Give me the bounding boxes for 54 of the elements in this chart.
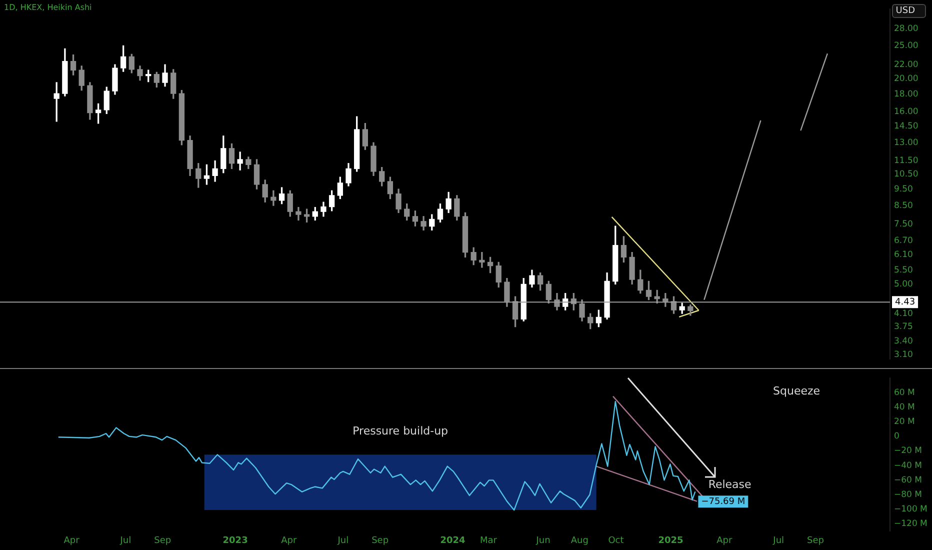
data-label: −75.69 M: [701, 496, 746, 507]
y-tick-label: −20 M: [894, 446, 922, 456]
y-tick-label: 7.50: [894, 219, 913, 230]
y-tick-label: 20.00: [894, 74, 918, 84]
x-tick-label: 2024: [440, 536, 466, 546]
y-tick-label: −80 M: [894, 490, 922, 500]
y-tick-label: 9.50: [894, 184, 913, 194]
y-tick-label: 3.75: [894, 322, 913, 332]
y-tick-label: −60 M: [894, 475, 922, 486]
x-tick-label: Jul: [772, 536, 784, 546]
y-tick-label: 0: [894, 432, 900, 442]
x-tick-label: Jul: [336, 536, 349, 546]
x-tick-label: Oct: [608, 536, 624, 546]
y-tick-label: 8.50: [894, 200, 913, 211]
y-tick-label: 13.00: [894, 138, 918, 148]
y-tick-label: 10.50: [894, 169, 918, 180]
x-tick-label: 2025: [658, 536, 684, 546]
ref-line-label: 4.43: [895, 297, 916, 308]
y-tick-label: 25.00: [894, 40, 918, 51]
y-tick-label: 5.50: [894, 265, 913, 276]
y-tick-label: 5.00: [894, 279, 913, 290]
x-tick-label: Mar: [480, 536, 498, 546]
y-tick-label: 11.50: [894, 156, 918, 166]
y-tick-label: −40 M: [894, 460, 922, 471]
x-tick-label: 2023: [222, 536, 248, 546]
x-tick-label: Jul: [119, 536, 132, 546]
annotation: Release: [708, 478, 752, 492]
y-tick-label: 3.40: [894, 336, 913, 347]
y-tick-label: −120 M: [894, 519, 928, 530]
x-tick-label: Apr: [281, 536, 298, 546]
y-tick-label: 20 M: [894, 417, 915, 428]
chart-title: 1D, HKEX, Heikin Ashi: [4, 3, 92, 12]
y-tick-label: 22.00: [894, 60, 918, 70]
x-tick-label: Apr: [716, 536, 732, 546]
y-tick-label: 18.00: [894, 90, 918, 100]
y-tick-label: 16.00: [894, 107, 918, 118]
y-tick-label: 40 M: [894, 402, 915, 412]
y-tick-label: 4.10: [894, 308, 913, 319]
band-label: Pressure build-up: [352, 424, 448, 438]
x-tick-label: Aug: [570, 536, 588, 546]
y-tick-label: 60 M: [894, 388, 915, 398]
y-tick-label: 3.10: [894, 350, 913, 360]
annotation: Squeeze: [773, 384, 820, 398]
y-tick-label: 14.50: [894, 122, 918, 132]
y-tick-label: −100 M: [894, 504, 928, 515]
x-tick-label: Jun: [535, 536, 550, 546]
x-tick-label: Apr: [64, 536, 80, 546]
y-axis-title: USD: [892, 4, 926, 18]
x-tick-label: Sep: [154, 536, 172, 546]
y-tick-label: 6.10: [894, 250, 913, 260]
y-tick-label: 28.00: [894, 24, 918, 34]
x-tick-label: Sep: [372, 536, 389, 546]
x-tick-label: Sep: [807, 536, 824, 546]
y-tick-label: 6.70: [894, 236, 913, 246]
